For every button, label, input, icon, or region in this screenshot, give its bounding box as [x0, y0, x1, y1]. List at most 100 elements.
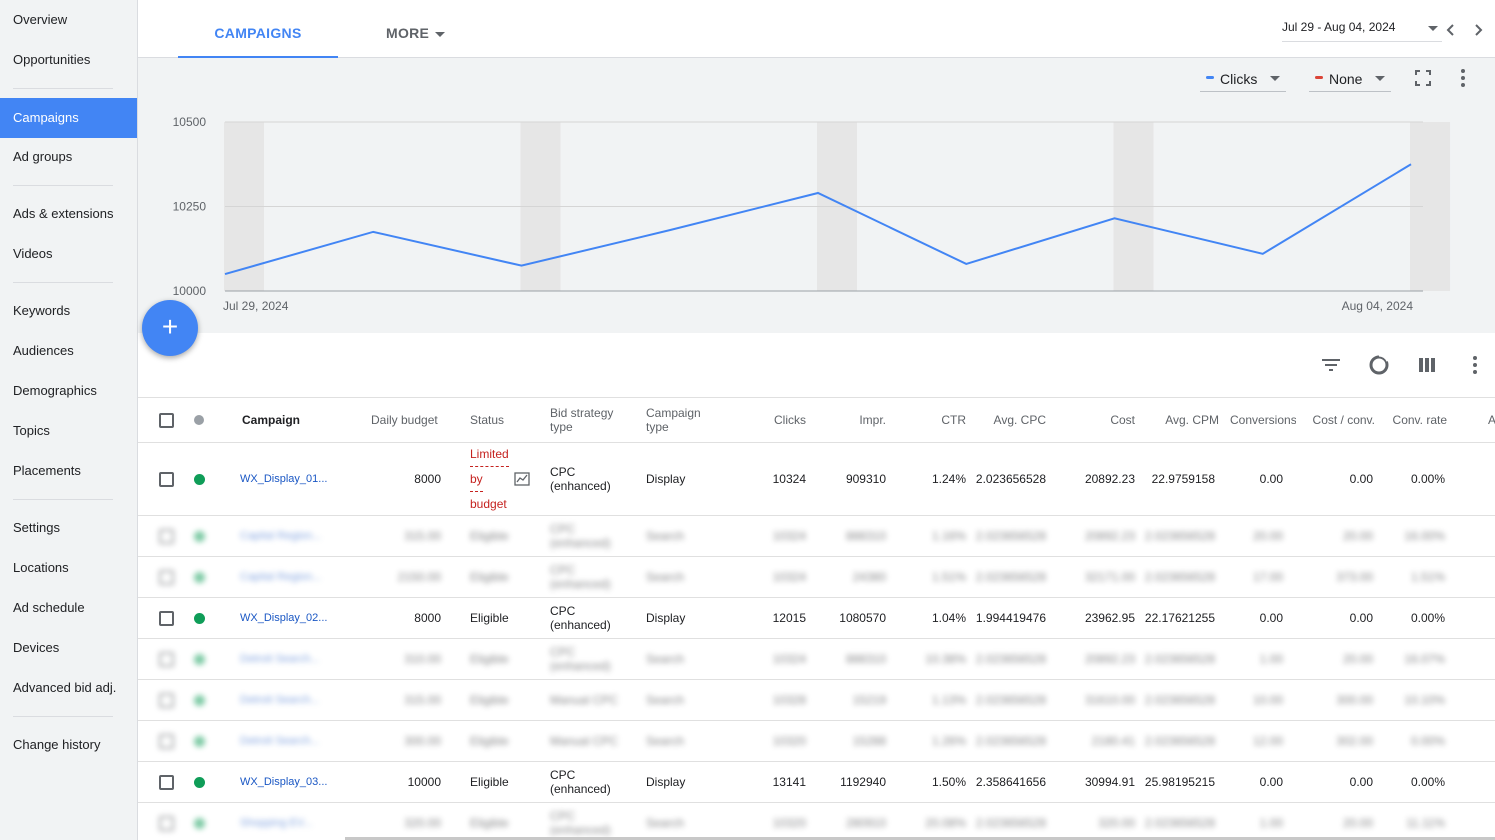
table-row[interactable]: Capital Region... 315.00 Eligible CPC (enha… — [138, 515, 1495, 556]
trend-chart-icon[interactable] — [514, 443, 532, 515]
metric2-select[interactable]: None — [1309, 68, 1391, 92]
col-header-status[interactable]: Status — [470, 413, 505, 427]
col-header-conversions[interactable]: Conversions — [1230, 413, 1296, 427]
daily-budget-cell[interactable]: 10000 — [407, 775, 441, 789]
more-vert-icon[interactable] — [1463, 353, 1487, 377]
row-checkbox[interactable] — [159, 762, 179, 802]
campaign-name-link[interactable]: WX_Display_02... — [240, 612, 328, 624]
sidebar-item-keywords[interactable]: Keywords — [13, 303, 71, 318]
col-header-conv-rate[interactable]: Conv. rate — [1392, 413, 1447, 427]
col-header-daily-budget[interactable]: Daily budget — [371, 413, 438, 427]
date-range-picker[interactable]: Jul 29 - Aug 04, 2024 — [1282, 20, 1442, 42]
conv-rate-cell: 0.00% — [1410, 611, 1445, 625]
table-row[interactable]: Capital Region... 2150.00 Eligible CPC (enh… — [138, 556, 1495, 597]
daily-budget-cell[interactable]: 315.00 — [404, 693, 441, 707]
metric1-select[interactable]: Clicks — [1200, 68, 1286, 92]
col-header-truncated[interactable]: A — [1488, 413, 1495, 427]
status-header-dot — [194, 398, 208, 442]
col-header-bid-strategy[interactable]: Bid strategy type — [550, 406, 614, 434]
col-header-avg-cpm[interactable]: Avg. CPM — [1165, 413, 1219, 427]
table-row[interactable]: Shopping EV... 320.00 Eligible CPC (enhance… — [138, 802, 1495, 840]
row-checkbox[interactable] — [159, 598, 179, 638]
col-header-ctr[interactable]: CTR — [941, 413, 966, 427]
add-campaign-button[interactable]: + — [142, 300, 198, 356]
daily-budget-cell[interactable]: 320.00 — [404, 816, 441, 830]
table-row[interactable]: WX_Display_02... 8000 Eligible CPC (enhance… — [138, 597, 1495, 638]
sidebar-item-change-history[interactable]: Change history — [13, 737, 101, 752]
sidebar-item-devices[interactable]: Devices — [13, 640, 60, 655]
sidebar-item-ads-extensions[interactable]: Ads & extensions — [13, 206, 114, 221]
tab-campaigns[interactable]: CAMPAIGNS — [178, 0, 338, 58]
campaign-type-cell: Search — [646, 570, 685, 584]
sidebar-item-campaigns[interactable]: Campaigns — [0, 98, 137, 138]
segment-icon[interactable] — [1367, 353, 1391, 377]
fullscreen-icon[interactable] — [1411, 66, 1435, 90]
row-checkbox[interactable] — [159, 639, 179, 679]
col-header-avg-cpc[interactable]: Avg. CPC — [993, 413, 1046, 427]
sidebar-item-ad-groups[interactable]: Ad groups — [13, 149, 73, 164]
sidebar-item-topics[interactable]: Topics — [13, 423, 50, 438]
bid-strategy-cell: CPC (enhanced) — [550, 465, 611, 493]
row-checkbox[interactable] — [159, 680, 179, 720]
series-line-clicks — [224, 163, 1412, 276]
chevron-left-icon[interactable] — [1443, 22, 1459, 38]
cost-per-conv-cell: 0.00 — [1349, 611, 1373, 625]
campaign-name-link[interactable]: Detroit Search... — [240, 735, 320, 747]
row-checkbox[interactable] — [159, 443, 179, 515]
campaign-name-link[interactable]: Detroit Search... — [240, 653, 320, 665]
sidebar-item-advanced-bid-adj[interactable]: Advanced bid adj. — [13, 680, 117, 695]
campaign-name-link[interactable]: WX_Display_01... — [240, 473, 328, 485]
more-vert-icon[interactable] — [1451, 66, 1475, 90]
sidebar-item-settings[interactable]: Settings — [13, 520, 60, 535]
filter-icon[interactable] — [1319, 353, 1343, 377]
col-header-campaign-type[interactable]: Campaign type — [646, 406, 701, 434]
col-header-campaign[interactable]: Campaign — [242, 413, 301, 427]
campaign-name-link[interactable]: Capital Region... — [240, 571, 322, 583]
table-row[interactable]: WX_Display_03... 10000 Eligible CPC (enhanc… — [138, 761, 1495, 802]
horizontal-scrollbar[interactable] — [345, 837, 1495, 840]
sidebar-item-demographics[interactable]: Demographics — [13, 383, 97, 398]
col-header-cost[interactable]: Cost — [1110, 413, 1135, 427]
select-all-checkbox[interactable] — [159, 398, 179, 442]
campaign-name-link[interactable]: Detroit Search... — [240, 694, 320, 706]
table-row[interactable]: Detroit Search... 300.00 Eligible Manual CP… — [138, 720, 1495, 761]
daily-budget-cell[interactable]: 8000 — [414, 611, 441, 625]
sidebar-item-overview[interactable]: Overview — [13, 12, 68, 27]
sidebar-item-opportunities[interactable]: Opportunities — [13, 52, 91, 67]
table-row[interactable]: Detroit Search... 315.00 Eligible Manual CP… — [138, 679, 1495, 720]
daily-budget-cell[interactable]: 2150.00 — [397, 570, 441, 584]
row-checkbox[interactable] — [159, 557, 179, 597]
sidebar-item-ad-schedule[interactable]: Ad schedule — [13, 600, 85, 615]
status-indicator — [194, 803, 208, 840]
columns-icon[interactable] — [1415, 353, 1439, 377]
col-header-cost-per-conv[interactable]: Cost / conv. — [1312, 413, 1375, 427]
campaign-name-link[interactable]: Shopping EV... — [240, 817, 313, 829]
daily-budget-cell[interactable]: 300.00 — [404, 734, 441, 748]
status-text: budget — [470, 492, 507, 517]
campaign-name-link[interactable]: WX_Display_03... — [240, 776, 328, 788]
row-checkbox[interactable] — [159, 516, 179, 556]
cost-per-conv-cell: 0.00 — [1349, 472, 1373, 486]
table-row[interactable]: WX_Display_01... 8000 Limited by budget CPC (… — [138, 442, 1495, 517]
row-checkbox[interactable] — [159, 803, 179, 840]
daily-budget-cell[interactable]: 315.00 — [404, 529, 441, 543]
sidebar-item-audiences[interactable]: Audiences — [13, 343, 74, 358]
limited-by-budget-status[interactable]: Limited by budget — [470, 442, 509, 517]
bid-strategy-cell: CPC (enhanced) — [550, 604, 611, 632]
col-header-clicks[interactable]: Clicks — [774, 413, 806, 427]
daily-budget-cell[interactable]: 8000 — [414, 472, 441, 486]
status-cell[interactable]: Limited by budget — [470, 442, 540, 517]
campaign-name-link[interactable]: Capital Region... — [240, 530, 322, 542]
sidebar-item-placements[interactable]: Placements — [13, 463, 81, 478]
daily-budget-cell[interactable]: 310.00 — [404, 652, 441, 666]
table-row[interactable]: Detroit Search... 310.00 Eligible CPC (enha… — [138, 638, 1495, 679]
tab-more[interactable]: MORE — [386, 0, 446, 58]
ctr-cell: 10.38% — [925, 652, 966, 666]
status-indicator — [194, 598, 208, 638]
sidebar-item-locations[interactable]: Locations — [13, 560, 69, 575]
col-header-impr[interactable]: Impr. — [859, 413, 886, 427]
conv-rate-cell: 16.07% — [1404, 652, 1445, 666]
row-checkbox[interactable] — [159, 721, 179, 761]
sidebar-item-videos[interactable]: Videos — [13, 246, 53, 261]
chevron-right-icon[interactable] — [1470, 22, 1486, 38]
